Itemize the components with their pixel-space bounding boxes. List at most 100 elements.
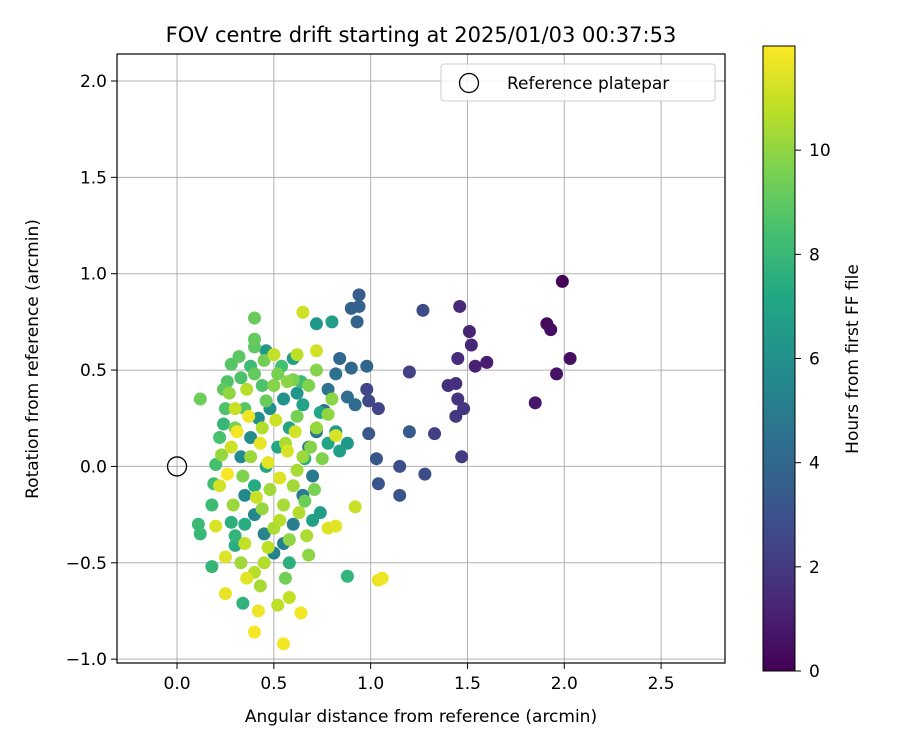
data-point <box>242 409 256 423</box>
y-tick-label: 1.5 <box>80 168 107 188</box>
data-point <box>290 348 304 362</box>
data-point <box>360 382 374 396</box>
plot-frame <box>116 53 726 664</box>
data-point <box>238 488 252 502</box>
data-point <box>286 517 300 531</box>
data-point <box>325 392 339 406</box>
data-point <box>451 392 465 406</box>
data-point <box>333 444 347 458</box>
colorbar-tick-label: 6 <box>809 350 820 370</box>
data-point <box>218 587 232 601</box>
data-point <box>306 469 320 483</box>
data-point <box>209 519 223 533</box>
data-point <box>286 479 300 493</box>
data-point <box>296 305 310 319</box>
x-tick-label: 0.5 <box>260 674 287 694</box>
data-point <box>418 467 432 481</box>
data-point <box>290 409 304 423</box>
data-point <box>205 560 219 574</box>
data-point <box>315 452 329 466</box>
data-point <box>269 413 283 427</box>
data-point <box>304 440 318 454</box>
data-point <box>462 325 476 339</box>
data-point <box>393 459 407 473</box>
data-point <box>244 431 258 445</box>
data-point <box>362 427 376 441</box>
colorbar-label: Hours from first FF file <box>843 264 863 454</box>
data-point <box>218 550 232 564</box>
data-point <box>213 431 227 445</box>
data-point <box>247 625 261 639</box>
data-point <box>220 467 234 481</box>
data-point <box>340 569 354 583</box>
colorbar-ticks: 0 2 4 6 8 10 <box>795 141 831 682</box>
data-point <box>218 402 232 416</box>
data-point <box>402 365 416 379</box>
data-point <box>226 498 240 512</box>
data-point <box>224 515 238 529</box>
x-tick-label: 1.0 <box>357 674 384 694</box>
data-point <box>350 315 364 329</box>
data-point <box>228 402 242 416</box>
colorbar-tick-label: 2 <box>809 558 820 578</box>
y-tick-label: −0.5 <box>66 554 107 574</box>
colorbar-tick-label: 8 <box>809 245 820 265</box>
data-point <box>257 556 271 570</box>
colorbar-tick-label: 10 <box>809 141 831 161</box>
data-point <box>480 355 494 369</box>
data-point <box>234 450 248 464</box>
data-point <box>277 498 291 512</box>
data-point <box>290 386 304 400</box>
data-point <box>528 396 542 410</box>
data-point <box>298 494 312 508</box>
data-point <box>302 548 316 562</box>
data-point <box>257 527 271 541</box>
data-point <box>451 352 465 365</box>
data-point <box>247 479 261 493</box>
data-point <box>375 571 389 585</box>
data-point <box>302 378 316 392</box>
data-point <box>371 402 385 416</box>
data-point <box>416 303 430 317</box>
data-point <box>234 556 248 570</box>
data-point <box>247 311 261 325</box>
data-point <box>340 390 354 404</box>
data-point <box>236 469 250 483</box>
data-point <box>468 359 482 373</box>
data-point <box>224 440 238 454</box>
x-tick-label: 2.5 <box>648 674 675 694</box>
data-point <box>263 483 277 497</box>
data-point <box>255 421 269 435</box>
data-point <box>344 361 358 375</box>
data-point <box>563 352 577 365</box>
y-axis-label: Rotation from reference (arcmin) <box>23 219 43 499</box>
data-point <box>244 450 258 464</box>
data-point <box>273 513 287 527</box>
data-point <box>280 444 294 458</box>
data-point <box>402 425 416 439</box>
data-point <box>464 338 478 352</box>
data-point <box>193 527 207 541</box>
axis-ticks: 0.0 0.5 1.0 1.5 2.0 2.5 −1.0 −0.5 0.0 0.5 1.0 1.5 2.… <box>66 72 675 694</box>
legend-label-reference: Reference platepar <box>507 74 669 94</box>
legend-marker-reference <box>458 72 480 94</box>
data-point <box>428 427 442 441</box>
data-point <box>257 353 271 367</box>
data-point <box>321 407 335 421</box>
data-point <box>222 386 236 400</box>
data-point <box>309 421 323 435</box>
x-tick-label: 0.0 <box>164 674 191 694</box>
data-point <box>282 533 296 547</box>
data-point <box>329 367 343 381</box>
x-tick-label: 2.0 <box>551 674 578 694</box>
data-point <box>277 392 291 406</box>
data-point <box>267 378 281 392</box>
colorbar-tick-label: 4 <box>809 454 820 474</box>
data-point <box>282 556 296 570</box>
legend: Reference platepar <box>440 63 716 102</box>
x-axis-label: Angular distance from reference (arcmin) <box>245 707 597 727</box>
data-point <box>296 450 310 464</box>
data-point <box>271 598 285 612</box>
data-point <box>234 371 248 385</box>
data-point <box>290 463 304 477</box>
